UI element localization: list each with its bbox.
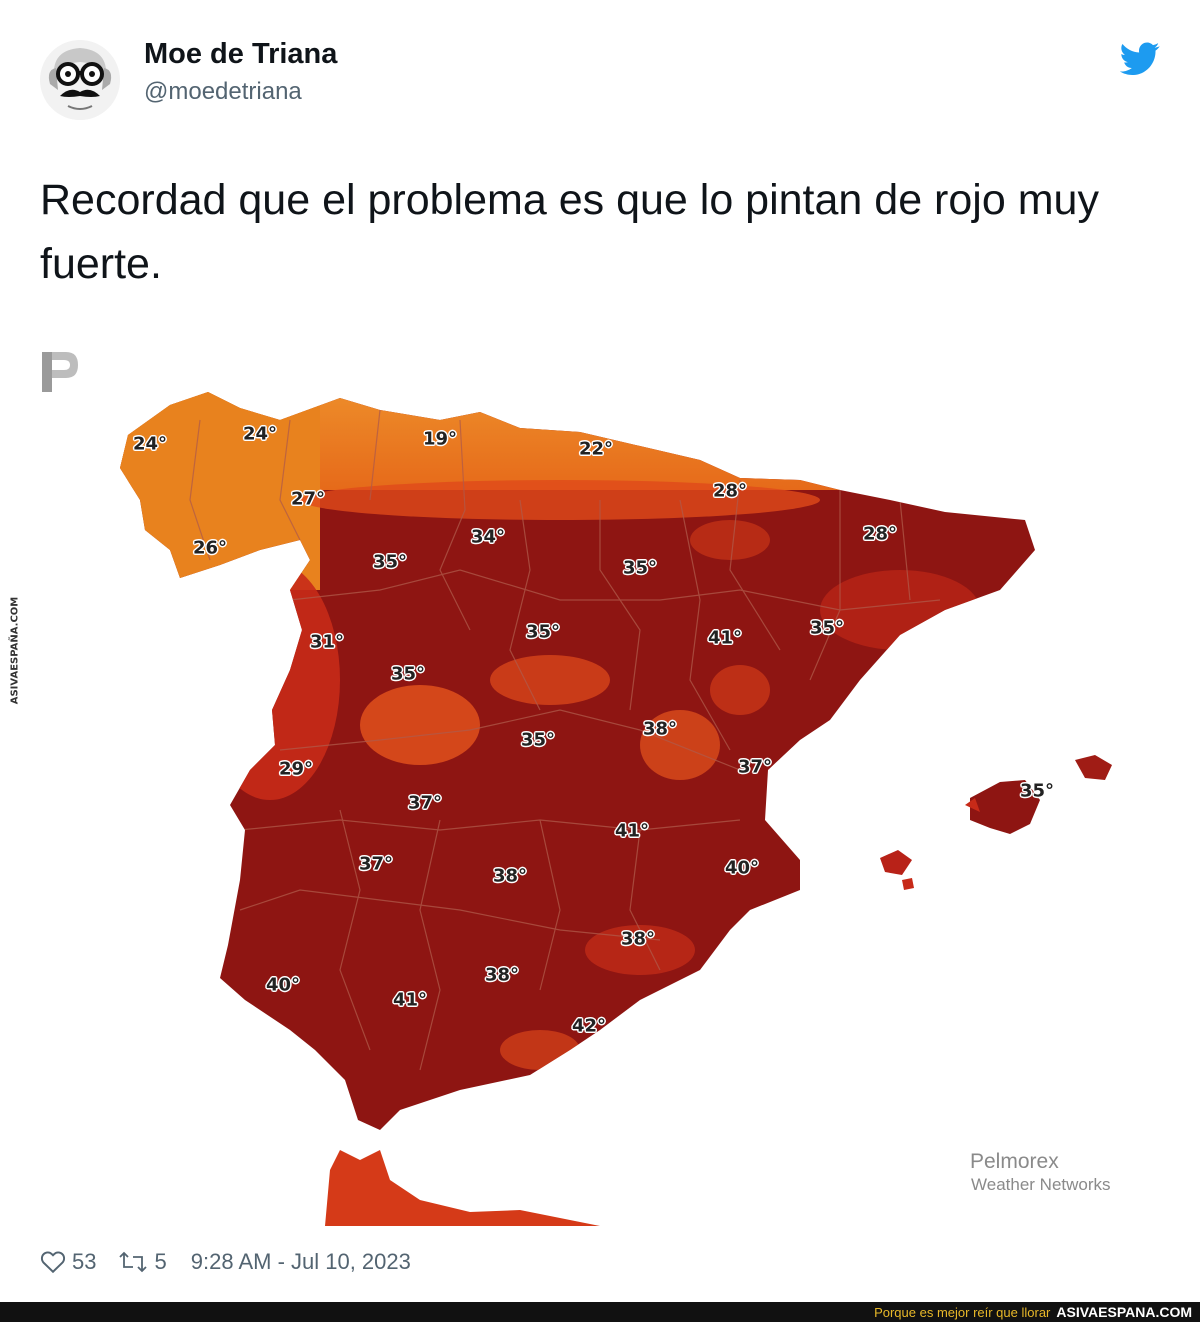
- temperature-label: 29°: [278, 758, 314, 780]
- like-button[interactable]: 53: [40, 1249, 96, 1275]
- temperature-label: 38°: [484, 964, 520, 986]
- temperature-label: 41°: [707, 627, 743, 649]
- temperature-label: 28°: [712, 480, 748, 502]
- mallorca: [965, 780, 1040, 834]
- avatar-illustration: [40, 40, 120, 120]
- temperature-label: 40°: [265, 974, 301, 996]
- footer-bar: Porque es mejor reír que llorar ASIVAESP…: [0, 1302, 1200, 1322]
- temperature-label: 38°: [642, 718, 678, 740]
- temperature-label: 27°: [290, 488, 326, 510]
- temperature-label: 38°: [620, 928, 656, 950]
- author-name[interactable]: Moe de Triana: [144, 38, 338, 70]
- temperature-label: 19°: [422, 428, 458, 450]
- spain-heat-map: [120, 392, 1112, 1226]
- formentera: [902, 878, 914, 890]
- avatar[interactable]: [40, 40, 120, 120]
- temperature-label: 31°: [309, 631, 345, 653]
- temperature-label: 40°: [724, 857, 760, 879]
- tweet-timestamp[interactable]: 9:28 AM - Jul 10, 2023: [190, 1249, 411, 1274]
- heat-map: 24° 24° 19° 22° 27° 28° 26° 35° 34° 35° …: [40, 350, 1160, 1226]
- temperature-label: 35°: [809, 617, 845, 639]
- pelmorex-logo-icon: [42, 352, 78, 392]
- temperature-label: 35°: [525, 621, 561, 643]
- retweet-button[interactable]: 5: [118, 1249, 167, 1275]
- side-watermark-text: ASIVAESPAÑA.COM: [9, 596, 21, 704]
- mainland: [120, 392, 1035, 1130]
- side-watermark: ASIVAESPAÑA.COM: [0, 590, 30, 710]
- author-handle[interactable]: @moedetriana: [144, 78, 302, 105]
- tweet-text: Recordad que el problema es que lo pinta…: [40, 176, 1099, 288]
- temperature-label: 41°: [392, 989, 428, 1011]
- temperature-label: 35°: [390, 663, 426, 685]
- twitter-bird-icon[interactable]: [1120, 42, 1160, 76]
- tweet-stats: 53 5 9:28 AM - Jul 10, 2023: [40, 1246, 411, 1278]
- footer-site[interactable]: ASIVAESPANA.COM: [1056, 1304, 1192, 1320]
- temperature-label: 37°: [358, 853, 394, 875]
- temperature-label: 28°: [862, 523, 898, 545]
- ibiza: [880, 850, 912, 875]
- temperature-label: 34°: [470, 526, 506, 548]
- temperature-label: 37°: [407, 792, 443, 814]
- temperature-label: 37°: [737, 756, 773, 778]
- temperature-label: 38°: [492, 865, 528, 887]
- temperature-label: 26°: [192, 537, 228, 559]
- temperature-label: 24°: [242, 423, 278, 445]
- retweet-count: 5: [154, 1249, 167, 1274]
- temperature-label: 41°: [614, 820, 650, 842]
- temperature-label: 35°: [1019, 780, 1055, 802]
- footer-tagline: Porque es mejor reír que llorar: [874, 1304, 1051, 1320]
- temperature-label: 22°: [578, 438, 614, 460]
- heart-icon: [40, 1251, 66, 1274]
- menorca: [1075, 755, 1112, 780]
- temperature-label: 24°: [132, 433, 168, 455]
- pelmorex-brand: Pelmorex: [970, 1150, 1059, 1173]
- north-africa-coast: [325, 1150, 600, 1226]
- retweet-icon: [119, 1251, 148, 1273]
- pelmorex-subtitle: Weather Networks: [971, 1175, 1111, 1194]
- temperature-label: 35°: [622, 557, 658, 579]
- like-count: 53: [72, 1249, 97, 1274]
- temperature-label: 35°: [372, 551, 408, 573]
- temperature-label: 35°: [520, 729, 556, 751]
- temperature-label: 42°: [571, 1015, 607, 1037]
